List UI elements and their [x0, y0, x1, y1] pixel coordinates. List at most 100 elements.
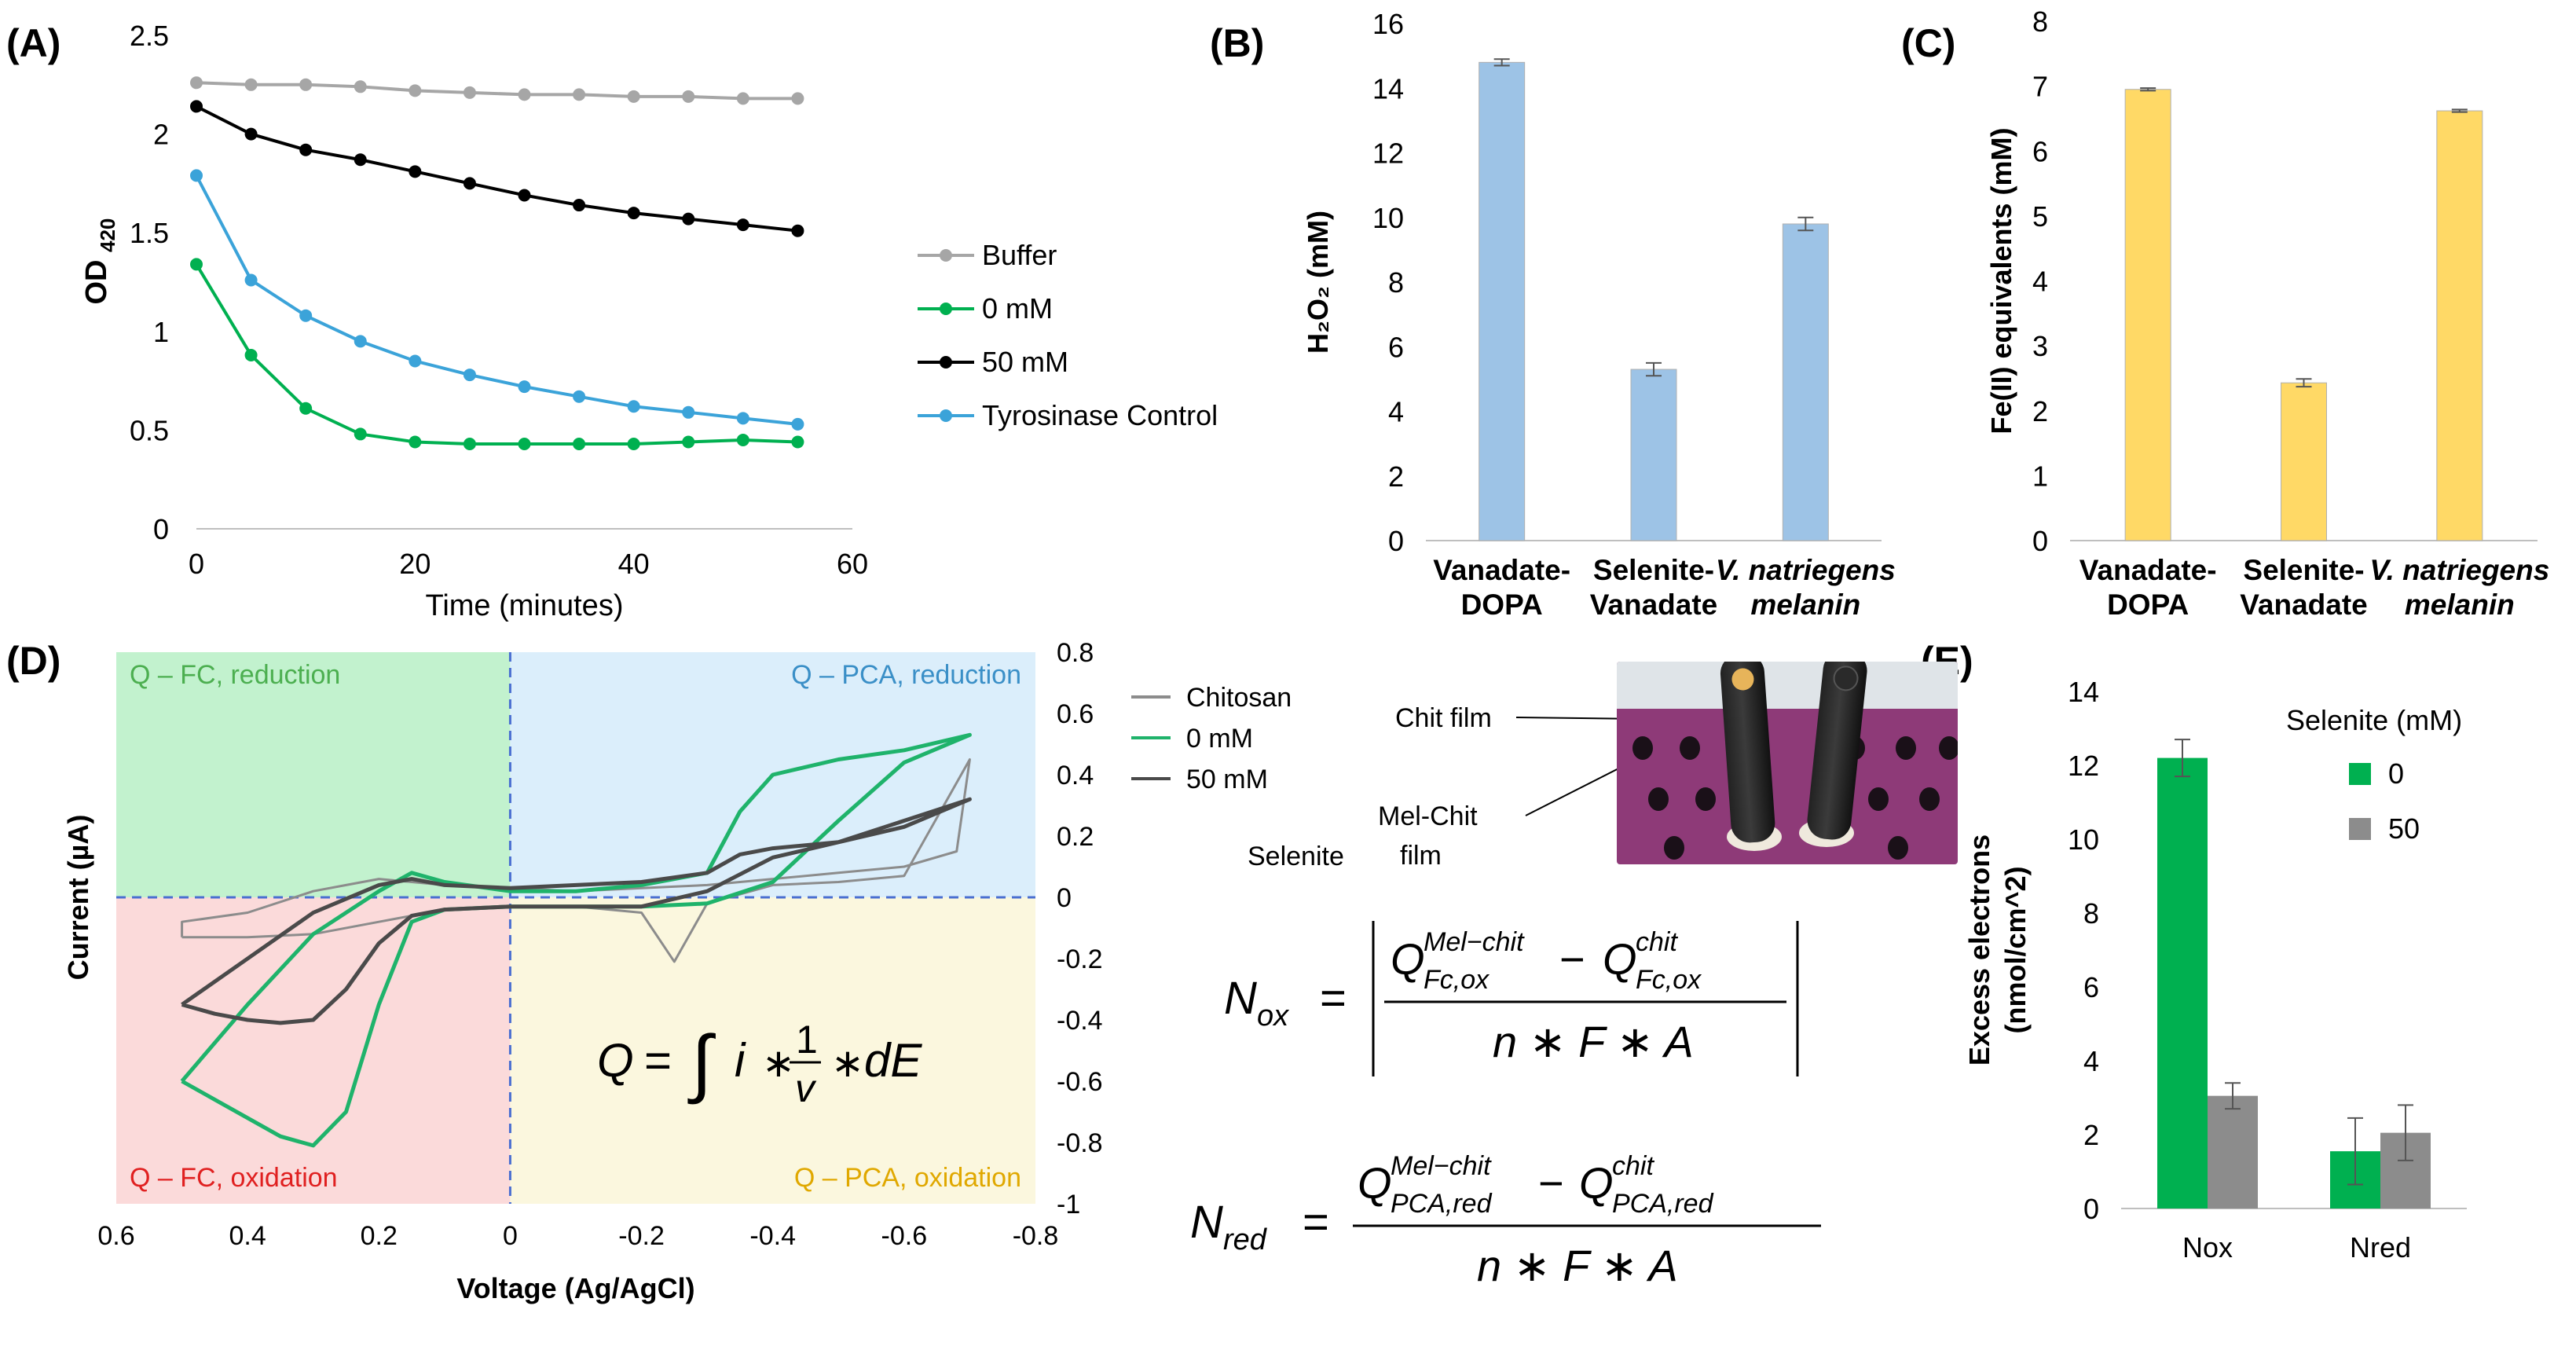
- data-point: [627, 437, 640, 450]
- data-point: [682, 212, 695, 226]
- eq-nox-equals: =: [1320, 973, 1347, 1024]
- cv-curve-2: [181, 797, 972, 1025]
- y-tick-label: 8: [2032, 6, 2048, 38]
- data-point: [791, 92, 804, 105]
- bar: [2208, 1095, 2258, 1208]
- rack-hole: [1888, 836, 1908, 860]
- data-point: [682, 405, 695, 419]
- y-tick-label: 2: [2032, 395, 2048, 427]
- rack-hole: [1680, 736, 1700, 760]
- y-axis-title-subscript: 420: [96, 218, 119, 252]
- legend-label: 0: [2388, 757, 2404, 790]
- eq-nox-sub1: Fc,ox: [1424, 965, 1490, 995]
- data-point: [409, 84, 422, 97]
- data-point: [518, 380, 531, 394]
- y-tick-label: 0: [2083, 1193, 2099, 1225]
- mel-chit-film-tip: [1831, 664, 1860, 692]
- eq-q-de: dE: [864, 1034, 922, 1087]
- y-tick-label: 0.2: [1057, 822, 1094, 852]
- y-tick-label: -0.6: [1057, 1067, 1103, 1097]
- data-point: [244, 348, 258, 361]
- data-point: [409, 354, 422, 368]
- eq-q-den: v: [795, 1066, 817, 1110]
- equation-nred: N red = Q Mel−chit PCA,red − Q chit PCA,…: [1190, 1151, 1821, 1290]
- data-point: [736, 92, 749, 105]
- category-label: Nox: [2182, 1231, 2233, 1263]
- x-tick-label: 0: [503, 1221, 518, 1251]
- y-tick-label: 5: [2032, 200, 2048, 233]
- legend-swatch: [2349, 763, 2371, 785]
- y-tick-label: 8: [1388, 266, 1404, 299]
- data-point: [682, 90, 695, 103]
- rack-hole: [1896, 736, 1916, 760]
- data-point: [573, 199, 586, 212]
- y-tick-label: 1: [153, 316, 169, 348]
- bar: [1479, 61, 1526, 541]
- y-tick-label: 0: [2032, 525, 2048, 557]
- y-tick-label: 3: [2032, 330, 2048, 362]
- eq-q-integral: ∫: [687, 1021, 716, 1105]
- data-point: [573, 437, 586, 450]
- data-point: [354, 427, 367, 441]
- y-tick-label: -0.4: [1057, 1006, 1103, 1036]
- eq-nox-minus: −: [1559, 934, 1585, 984]
- legend-marker: [940, 249, 952, 262]
- eq-q-num: 1: [796, 1018, 818, 1062]
- y-tick-label: 0.6: [1057, 699, 1094, 729]
- category-label: Selenite-: [2243, 554, 2364, 586]
- data-point: [573, 390, 586, 403]
- category-label: V. natriegens: [2369, 554, 2549, 586]
- data-point: [190, 169, 203, 182]
- data-point: [627, 90, 640, 103]
- quadrant-pca-oxidation: [510, 897, 1035, 1204]
- eq-nox-sup1: Mel−chit: [1424, 927, 1525, 957]
- eq-nred-sup2: chit: [1612, 1151, 1654, 1181]
- quadrant-label: Q – FC, reduction: [130, 660, 340, 690]
- panel-label-b: (B): [1210, 21, 1264, 65]
- y-tick-label: 6: [2083, 971, 2099, 1003]
- x-tick-label: -0.6: [881, 1221, 928, 1251]
- equation-q: Q = ∫ i ∗ 1 v ∗ dE: [597, 1018, 922, 1110]
- eq-nox-q1: Q: [1391, 934, 1425, 984]
- y-tick-label: 2: [2083, 1119, 2099, 1151]
- quadrant-label: Q – PCA, reduction: [791, 660, 1021, 690]
- eq-nox-den: n ∗ F ∗ A: [1493, 1017, 1694, 1066]
- data-point: [518, 189, 531, 202]
- rack-hole: [1695, 787, 1716, 811]
- eq-q-times1: ∗: [762, 1041, 795, 1085]
- panel-label-a: (A): [6, 21, 60, 65]
- rack-hole: [1939, 736, 1958, 760]
- data-point: [244, 273, 258, 287]
- y-tick-label: 4: [2032, 266, 2048, 298]
- eq-nred-sub: red: [1223, 1223, 1268, 1256]
- data-point: [299, 309, 313, 322]
- data-point: [299, 78, 313, 91]
- x-tick-label: -0.8: [1013, 1221, 1059, 1251]
- data-point: [299, 402, 313, 415]
- eq-nred-equals: =: [1303, 1197, 1329, 1248]
- eq-nox-q2: Q: [1603, 934, 1637, 984]
- y-tick-label: 6: [1388, 331, 1404, 363]
- eq-nred-sub1: PCA,red: [1391, 1189, 1493, 1219]
- x-tick-label: 20: [399, 548, 431, 580]
- data-point: [463, 369, 476, 382]
- data-point: [791, 435, 804, 449]
- data-point: [354, 80, 367, 94]
- eq-nox-sub: ox: [1257, 999, 1290, 1032]
- eq-nred-n: N: [1190, 1197, 1223, 1248]
- x-tick-label: 0.4: [229, 1221, 266, 1251]
- data-point: [354, 335, 367, 348]
- data-point: [354, 153, 367, 167]
- y-tick-label: 4: [2083, 1045, 2099, 1077]
- legend-label: 0 mM: [1186, 724, 1253, 754]
- series-line-3: [195, 174, 798, 426]
- x-tick-label: 60: [837, 548, 868, 580]
- photo-label-mel-chit: Mel-Chit: [1378, 801, 1478, 831]
- y-tick-label: 0.4: [1057, 761, 1094, 790]
- photo-label-film: film: [1400, 841, 1442, 871]
- rack-hole: [1632, 736, 1653, 760]
- category-label: Nred: [2350, 1231, 2411, 1263]
- y-tick-label: 8: [2083, 897, 2099, 930]
- y-tick-label: 10: [1372, 202, 1404, 234]
